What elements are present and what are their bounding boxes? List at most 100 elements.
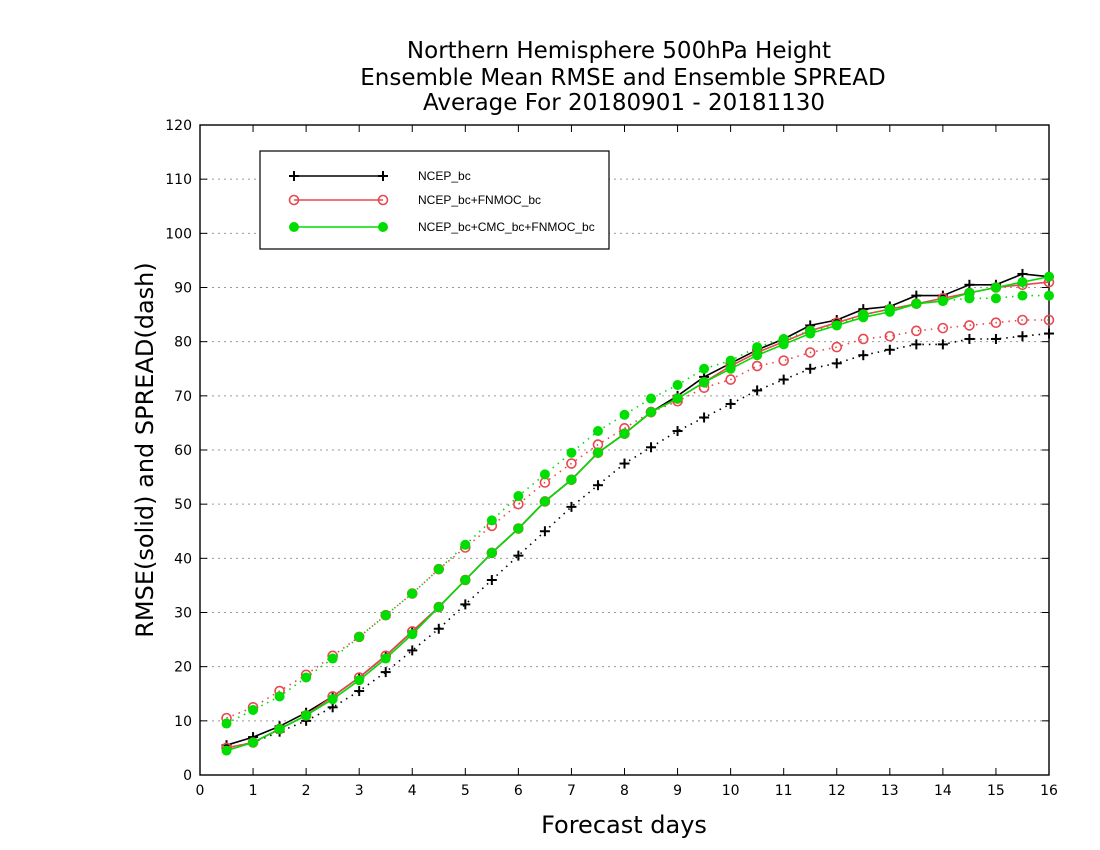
data-point-spread-ncep-bc-fnmoc-bc bbox=[937, 322, 949, 334]
data-point-rmse-ncep-bc-cmc-bc-fnmoc-bc bbox=[327, 694, 338, 705]
series-line-spread-ncep-bc bbox=[226, 332, 1050, 749]
y-tick-label: 60 bbox=[174, 443, 192, 459]
data-point-spread-ncep-bc-cmc-bc-fnmoc-bc bbox=[699, 363, 710, 374]
data-point-rmse-ncep-bc-cmc-bc-fnmoc-bc bbox=[672, 393, 683, 404]
data-point-rmse-ncep-bc-cmc-bc-fnmoc-bc bbox=[964, 287, 975, 298]
data-point-spread-ncep-bc-fnmoc-bc bbox=[857, 333, 869, 345]
x-tick-label: 10 bbox=[722, 783, 740, 799]
x-tick-label: 0 bbox=[196, 783, 205, 799]
x-tick-label: 4 bbox=[408, 783, 417, 799]
data-point-spread-ncep-bc-cmc-bc-fnmoc-bc bbox=[274, 691, 285, 702]
data-point-rmse-ncep-bc-cmc-bc-fnmoc-bc bbox=[301, 710, 312, 721]
data-point-spread-ncep-bc bbox=[937, 339, 948, 350]
data-point-spread-ncep-bc-cmc-bc-fnmoc-bc bbox=[1017, 290, 1028, 301]
data-point-spread-ncep-bc bbox=[672, 426, 683, 437]
data-point-spread-ncep-bc bbox=[539, 526, 550, 537]
x-tick-label: 14 bbox=[934, 783, 952, 799]
x-tick-label: 11 bbox=[775, 783, 793, 799]
x-tick-label: 5 bbox=[461, 783, 470, 799]
data-point-spread-ncep-bc-cmc-bc-fnmoc-bc bbox=[752, 342, 763, 353]
data-point-rmse-ncep-bc-cmc-bc-fnmoc-bc bbox=[539, 496, 550, 507]
legend-marker-ncep-bc-cmc-bc-fnmoc-bc bbox=[289, 222, 299, 232]
x-tick-label: 3 bbox=[355, 783, 364, 799]
data-point-spread-ncep-bc-fnmoc-bc bbox=[566, 458, 577, 469]
y-tick-label: 110 bbox=[165, 172, 192, 188]
y-tick-label: 70 bbox=[174, 389, 192, 405]
data-point-rmse-ncep-bc-cmc-bc-fnmoc-bc bbox=[725, 363, 736, 374]
data-point-spread-ncep-bc bbox=[884, 344, 895, 355]
data-point-spread-ncep-bc-cmc-bc-fnmoc-bc bbox=[513, 491, 524, 502]
data-point-rmse-ncep-bc-cmc-bc-fnmoc-bc bbox=[221, 745, 232, 756]
data-point-spread-ncep-bc-cmc-bc-fnmoc-bc bbox=[221, 718, 232, 729]
data-point-rmse-ncep-bc-cmc-bc-fnmoc-bc bbox=[911, 298, 922, 309]
data-point-spread-ncep-bc-cmc-bc-fnmoc-bc bbox=[327, 653, 338, 664]
data-point-rmse-ncep-bc-cmc-bc-fnmoc-bc bbox=[1044, 271, 1054, 282]
x-tick-label: 1 bbox=[249, 783, 258, 799]
y-tick-label: 90 bbox=[174, 281, 192, 297]
data-point-rmse-ncep-bc-cmc-bc-fnmoc-bc bbox=[858, 312, 869, 323]
data-point-spread-ncep-bc-cmc-bc-fnmoc-bc bbox=[566, 447, 577, 458]
data-point-spread-ncep-bc-fnmoc-bc bbox=[1043, 314, 1055, 326]
data-point-rmse-ncep-bc-cmc-bc-fnmoc-bc bbox=[513, 523, 524, 534]
data-point-spread-ncep-bc bbox=[380, 667, 391, 678]
x-tick-label: 2 bbox=[302, 783, 311, 799]
series-line-rmse-ncep-bc-fnmoc-bc bbox=[226, 281, 1050, 749]
data-point-spread-ncep-bc-fnmoc-bc bbox=[831, 341, 843, 353]
data-point-spread-ncep-bc-fnmoc-bc bbox=[911, 325, 922, 337]
x-tick-label: 6 bbox=[514, 783, 523, 799]
data-point-rmse-ncep-bc-cmc-bc-fnmoc-bc bbox=[433, 602, 444, 613]
data-point-spread-ncep-bc-cmc-bc-fnmoc-bc bbox=[619, 409, 630, 420]
data-point-rmse-ncep-bc-cmc-bc-fnmoc-bc bbox=[646, 407, 657, 418]
data-point-spread-ncep-bc-cmc-bc-fnmoc-bc bbox=[248, 705, 259, 715]
data-point-spread-ncep-bc-fnmoc-bc bbox=[1017, 314, 1028, 326]
chart-title-line-3: Average For 20180901 - 20181130 bbox=[423, 90, 825, 116]
data-point-spread-ncep-bc-cmc-bc-fnmoc-bc bbox=[486, 515, 497, 526]
legend-marker-ncep-bc-fnmoc-bc bbox=[288, 194, 300, 206]
y-tick-label: 120 bbox=[165, 118, 192, 134]
chart-title-line-1: Northern Hemisphere 500hPa Height bbox=[407, 38, 831, 64]
x-tick-label: 13 bbox=[881, 783, 899, 799]
data-point-spread-ncep-bc-fnmoc-bc bbox=[990, 317, 1002, 329]
data-point-spread-ncep-bc bbox=[354, 686, 365, 697]
data-point-rmse-ncep-bc-cmc-bc-fnmoc-bc bbox=[486, 547, 497, 558]
data-point-rmse-ncep-bc-cmc-bc-fnmoc-bc bbox=[274, 723, 285, 734]
data-point-spread-ncep-bc bbox=[805, 363, 816, 374]
data-point-rmse-ncep-bc-cmc-bc-fnmoc-bc bbox=[460, 575, 471, 585]
data-point-spread-ncep-bc-fnmoc-bc bbox=[725, 374, 736, 385]
data-point-spread-ncep-bc bbox=[858, 350, 869, 361]
series-layer bbox=[221, 268, 1055, 756]
data-point-rmse-ncep-bc-cmc-bc-fnmoc-bc bbox=[566, 474, 577, 485]
y-tick-label: 30 bbox=[174, 606, 192, 622]
y-axis-label: RMSE(solid) and SPREAD(dash) bbox=[131, 262, 159, 638]
data-point-rmse-ncep-bc-cmc-bc-fnmoc-bc bbox=[407, 629, 418, 640]
data-point-spread-ncep-bc-fnmoc-bc bbox=[778, 355, 789, 366]
x-axis-label: Forecast days bbox=[541, 811, 707, 839]
data-point-rmse-ncep-bc-cmc-bc-fnmoc-bc bbox=[1017, 277, 1028, 288]
data-point-rmse-ncep-bc-cmc-bc-fnmoc-bc bbox=[990, 282, 1001, 293]
data-point-spread-ncep-bc-cmc-bc-fnmoc-bc bbox=[1044, 290, 1054, 301]
data-point-spread-ncep-bc bbox=[699, 412, 710, 423]
data-point-spread-ncep-bc bbox=[592, 480, 603, 491]
y-tick-label: 20 bbox=[174, 660, 192, 676]
x-tick-label: 9 bbox=[673, 783, 682, 799]
y-tick-label: 40 bbox=[174, 551, 192, 567]
data-point-spread-ncep-bc bbox=[1017, 331, 1028, 342]
data-point-spread-ncep-bc-cmc-bc-fnmoc-bc bbox=[646, 393, 657, 404]
data-point-spread-ncep-bc bbox=[964, 333, 975, 344]
x-tick-label: 16 bbox=[1040, 783, 1058, 799]
data-point-spread-ncep-bc-cmc-bc-fnmoc-bc bbox=[380, 610, 391, 621]
data-point-spread-ncep-bc-cmc-bc-fnmoc-bc bbox=[725, 355, 736, 366]
data-point-rmse-ncep-bc-cmc-bc-fnmoc-bc bbox=[699, 377, 710, 388]
data-point-spread-ncep-bc bbox=[725, 398, 736, 409]
data-point-spread-ncep-bc-cmc-bc-fnmoc-bc bbox=[301, 672, 312, 683]
data-point-spread-ncep-bc-fnmoc-bc bbox=[884, 330, 896, 342]
data-point-spread-ncep-bc-cmc-bc-fnmoc-bc bbox=[672, 380, 683, 390]
data-point-spread-ncep-bc bbox=[646, 442, 657, 453]
data-point-rmse-ncep-bc-cmc-bc-fnmoc-bc bbox=[937, 296, 948, 307]
y-tick-label: 80 bbox=[174, 335, 192, 351]
data-point-spread-ncep-bc-cmc-bc-fnmoc-bc bbox=[354, 631, 365, 642]
y-tick-label: 10 bbox=[174, 714, 192, 730]
x-tick-label: 12 bbox=[828, 783, 846, 799]
data-point-spread-ncep-bc-cmc-bc-fnmoc-bc bbox=[592, 426, 603, 437]
